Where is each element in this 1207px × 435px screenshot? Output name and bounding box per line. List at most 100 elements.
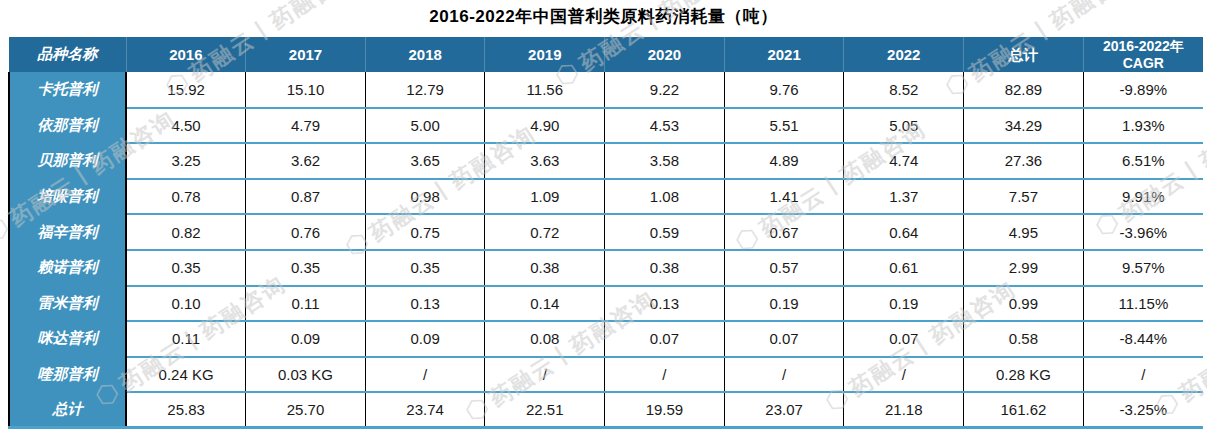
cell-value: 22.51 <box>485 392 605 428</box>
cell-value: 12.79 <box>365 72 485 108</box>
cell-value: 5.05 <box>844 108 964 144</box>
cell-value: 11.56 <box>485 72 605 108</box>
cell-value: 0.38 <box>605 250 725 286</box>
cell-value: 23.74 <box>365 392 485 428</box>
row-label: 贝那普利 <box>9 143 126 179</box>
cell-value: 0.10 <box>126 286 246 322</box>
cell-value: 0.82 <box>126 214 246 250</box>
table-row: 咪达普利0.110.090.090.080.070.070.070.58-8.4… <box>9 321 1203 357</box>
cell-value: 8.52 <box>844 72 964 108</box>
cell-value: 0.19 <box>844 286 964 322</box>
cell-value: 0.61 <box>844 250 964 286</box>
cell-value: 11.15% <box>1083 286 1203 322</box>
cell-value: 0.72 <box>485 214 605 250</box>
cell-value: 0.98 <box>365 179 485 215</box>
cell-value: / <box>365 357 485 393</box>
cell-value: 1.09 <box>485 179 605 215</box>
cell-value: 0.13 <box>365 286 485 322</box>
table-row: 赖诺普利0.350.350.350.380.380.570.612.999.57… <box>9 250 1203 286</box>
cell-value: 7.57 <box>964 179 1084 215</box>
col-header: 2022 <box>844 37 964 72</box>
cell-value: 0.08 <box>485 321 605 357</box>
cell-value: 9.22 <box>605 72 725 108</box>
cell-value: 0.58 <box>964 321 1084 357</box>
cell-value: 0.19 <box>724 286 844 322</box>
cell-value: 1.37 <box>844 179 964 215</box>
cell-value: / <box>1083 357 1203 393</box>
cell-value: / <box>605 357 725 393</box>
cell-value: 15.10 <box>246 72 366 108</box>
row-label: 福辛普利 <box>9 214 126 250</box>
col-header: 2021 <box>724 37 844 72</box>
cell-value: -3.25% <box>1083 392 1203 428</box>
cell-value: 0.76 <box>246 214 366 250</box>
table-row: 喹那普利0.24 KG0.03 KG/////0.28 KG/ <box>9 357 1203 393</box>
cell-value: 0.07 <box>724 321 844 357</box>
cell-value: 9.91% <box>1083 179 1203 215</box>
cell-value: 23.07 <box>724 392 844 428</box>
cell-value: 34.29 <box>964 108 1084 144</box>
cell-value: 0.11 <box>126 321 246 357</box>
cell-value: 5.51 <box>724 108 844 144</box>
col-header: 总计 <box>964 37 1084 72</box>
table-body: 卡托普利15.9215.1012.7911.569.229.768.5282.8… <box>9 72 1203 428</box>
page-title: 2016-2022年中国普利类原料药消耗量（吨） <box>0 5 1207 28</box>
cell-value: 0.35 <box>246 250 366 286</box>
col-header: 2016 <box>126 37 246 72</box>
table-row: 雷米普利0.100.110.130.140.130.190.190.9911.1… <box>9 286 1203 322</box>
cell-value: 5.00 <box>365 108 485 144</box>
cell-value: 1.93% <box>1083 108 1203 144</box>
cell-value: 0.75 <box>365 214 485 250</box>
cell-value: 6.51% <box>1083 143 1203 179</box>
row-label: 依那普利 <box>9 108 126 144</box>
cell-value: 21.18 <box>844 392 964 428</box>
cell-value: 4.74 <box>844 143 964 179</box>
cell-value: 0.67 <box>724 214 844 250</box>
row-label: 雷米普利 <box>9 286 126 322</box>
cell-value: / <box>844 357 964 393</box>
row-label: 培哚普利 <box>9 179 126 215</box>
consumption-table-figure: 2016-2022年中国普利类原料药消耗量（吨） 品种名称20162017201… <box>0 0 1207 435</box>
cell-value: 3.62 <box>246 143 366 179</box>
table-row: 依那普利4.504.795.004.904.535.515.0534.291.9… <box>9 108 1203 144</box>
row-label: 咪达普利 <box>9 321 126 357</box>
cell-value: 0.11 <box>246 286 366 322</box>
cell-value: 1.41 <box>724 179 844 215</box>
cell-value: 0.87 <box>246 179 366 215</box>
cell-value: 3.25 <box>126 143 246 179</box>
row-label: 卡托普利 <box>9 72 126 108</box>
row-label: 总计 <box>9 392 126 428</box>
cell-value: 4.95 <box>964 214 1084 250</box>
consumption-table: 品种名称2016201720182019202020212022总计2016-2… <box>8 37 1203 429</box>
cell-value: 2.99 <box>964 250 1084 286</box>
cell-value: -8.44% <box>1083 321 1203 357</box>
col-header: 2018 <box>365 37 485 72</box>
table-row: 福辛普利0.820.760.750.720.590.670.644.95-3.9… <box>9 214 1203 250</box>
cell-value: 0.64 <box>844 214 964 250</box>
cell-value: 3.58 <box>605 143 725 179</box>
row-label: 喹那普利 <box>9 357 126 393</box>
cell-value: 0.07 <box>844 321 964 357</box>
col-header: 2020 <box>605 37 725 72</box>
cell-value: 0.14 <box>485 286 605 322</box>
cell-value: 0.59 <box>605 214 725 250</box>
cell-value: 0.09 <box>246 321 366 357</box>
cell-value: 3.65 <box>365 143 485 179</box>
cell-value: / <box>485 357 605 393</box>
cell-value: 4.79 <box>246 108 366 144</box>
col-header: 2017 <box>246 37 366 72</box>
cell-value: 0.07 <box>605 321 725 357</box>
col-header-name: 品种名称 <box>9 37 126 72</box>
cell-value: 0.24 KG <box>126 357 246 393</box>
cell-value: 15.92 <box>126 72 246 108</box>
header-row: 品种名称2016201720182019202020212022总计2016-2… <box>9 37 1203 72</box>
col-header: 2019 <box>485 37 605 72</box>
cell-value: / <box>724 357 844 393</box>
table-row: 总计25.8325.7023.7422.5119.5923.0721.18161… <box>9 392 1203 428</box>
cell-value: 0.13 <box>605 286 725 322</box>
cell-value: 0.99 <box>964 286 1084 322</box>
table-row: 贝那普利3.253.623.653.633.584.894.7427.366.5… <box>9 143 1203 179</box>
row-label: 赖诺普利 <box>9 250 126 286</box>
cell-value: 4.89 <box>724 143 844 179</box>
cell-value: 0.28 KG <box>964 357 1084 393</box>
